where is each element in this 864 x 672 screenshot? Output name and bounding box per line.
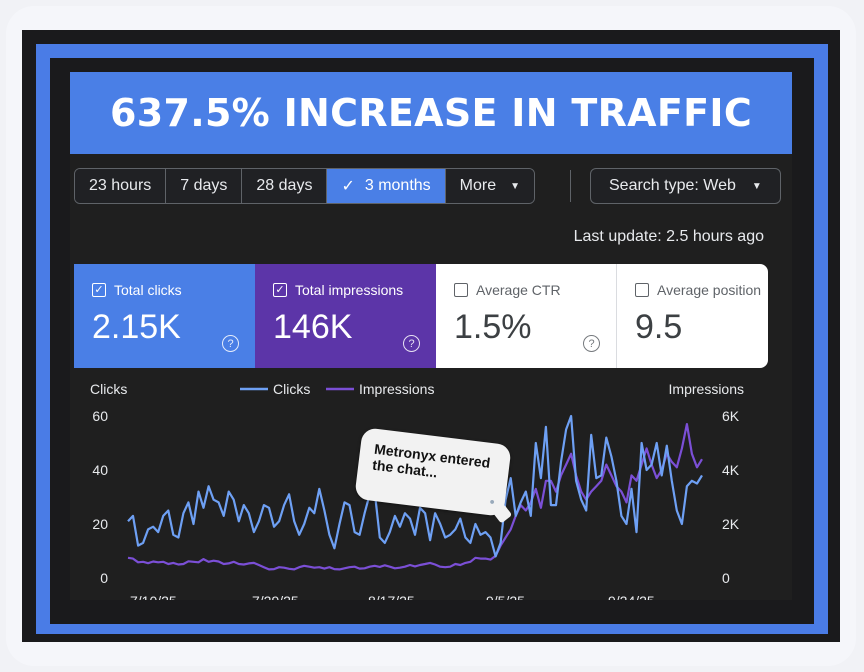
range-label: 23 hours xyxy=(89,177,152,194)
x-tick-label: 8/17/25 xyxy=(368,593,415,600)
left-tick-label: 20 xyxy=(92,516,108,532)
metric-average-position[interactable]: Average position 9.5 xyxy=(617,264,768,368)
metric-average-ctr[interactable]: Average CTR 1.5% ? xyxy=(436,264,617,368)
right-tick-label: 6K xyxy=(722,408,740,424)
chat-bubble-text: Metronyx entered the chat... xyxy=(371,440,492,481)
range-3-months[interactable]: ✓ 3 months xyxy=(327,169,446,203)
last-update-text: Last update: 2.5 hours ago xyxy=(573,228,764,245)
impressions-line xyxy=(127,422,703,571)
date-range-selector: 23 hours 7 days 28 days ✓ 3 months More … xyxy=(74,168,536,204)
metric-value: 2.15K xyxy=(92,308,181,346)
person-icon: ● xyxy=(488,496,496,507)
range-28-days[interactable]: 28 days xyxy=(242,169,328,203)
more-label: More xyxy=(459,177,497,194)
metric-value: 146K xyxy=(273,308,353,346)
right-tick-label: 4K xyxy=(722,462,740,478)
metric-total-clicks[interactable]: ✓ Total clicks 2.15K ? xyxy=(74,264,255,368)
metric-label: Total clicks xyxy=(114,282,182,298)
left-axis-title: Clicks xyxy=(90,381,127,397)
more-dropdown[interactable]: More ▼ xyxy=(445,169,535,203)
right-tick-label: 0 xyxy=(722,570,730,586)
left-tick-label: 40 xyxy=(92,462,108,478)
x-tick-label: 7/29/25 xyxy=(252,593,299,600)
right-axis-title: Impressions xyxy=(669,381,744,397)
checkbox-checked-icon[interactable]: ✓ xyxy=(273,283,287,297)
metric-label: Total impressions xyxy=(295,282,404,298)
help-icon[interactable]: ? xyxy=(403,335,420,352)
range-label: 7 days xyxy=(180,177,228,194)
checkbox-checked-icon[interactable]: ✓ xyxy=(92,283,106,297)
metric-label: Average CTR xyxy=(476,282,561,298)
left-tick-label: 60 xyxy=(92,408,108,424)
headline-title: 637.5% INCREASE IN TRAFFIC xyxy=(109,91,753,135)
legend-impressions-label: Impressions xyxy=(359,381,434,397)
metric-label: Average position xyxy=(657,282,762,298)
search-console-screen: 637.5% INCREASE IN TRAFFIC 23 hours 7 da… xyxy=(70,72,792,600)
right-tick-label: 2K xyxy=(722,516,740,532)
toolbar-divider xyxy=(570,170,571,202)
range-23-hours[interactable]: 23 hours xyxy=(75,169,167,203)
performance-chart: Clicks Impressions Clicks Impressions 60 40 20… xyxy=(90,381,744,600)
search-type-dropdown[interactable]: Search type: Web ▼ xyxy=(590,168,781,204)
left-tick-label: 0 xyxy=(100,570,108,586)
range-7-days[interactable]: 7 days xyxy=(166,169,243,203)
x-tick-label: 7/10/25 xyxy=(130,593,177,600)
checkbox-unchecked-icon[interactable] xyxy=(635,283,649,297)
metric-value: 1.5% xyxy=(454,308,532,346)
legend-clicks-label: Clicks xyxy=(273,381,310,397)
x-tick-label: 9/5/25 xyxy=(486,593,525,600)
headline-banner: 637.5% INCREASE IN TRAFFIC xyxy=(70,72,792,154)
x-tick-label: 9/24/25 xyxy=(608,593,655,600)
metric-total-impressions[interactable]: ✓ Total impressions 146K ? xyxy=(255,264,436,368)
help-icon[interactable]: ? xyxy=(583,335,600,352)
caret-down-icon: ▼ xyxy=(751,180,762,192)
clicks-line xyxy=(127,414,703,558)
metric-cards: ✓ Total clicks 2.15K ? ✓ Total impressions… xyxy=(74,264,768,368)
check-icon: ✓ xyxy=(341,178,355,195)
search-type-label: Search type: Web xyxy=(609,177,736,194)
caret-down-icon: ▼ xyxy=(510,180,521,192)
help-icon[interactable]: ? xyxy=(222,335,239,352)
metric-value: 9.5 xyxy=(635,308,683,346)
checkbox-unchecked-icon[interactable] xyxy=(454,283,468,297)
range-label: 3 months xyxy=(364,177,431,194)
range-label: 28 days xyxy=(256,177,313,194)
